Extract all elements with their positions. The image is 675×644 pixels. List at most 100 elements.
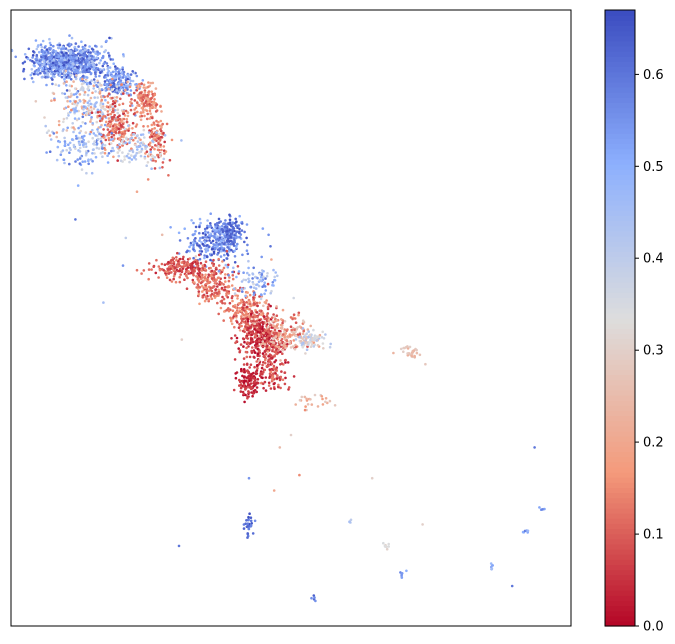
colorbar-band <box>605 261 635 268</box>
scatter-point <box>32 80 35 84</box>
scatter-point <box>99 59 102 62</box>
scatter-point <box>292 313 296 317</box>
scatter-point <box>138 104 141 107</box>
scatter-point <box>62 120 65 124</box>
scatter-point <box>70 36 74 40</box>
scatter-point <box>145 145 149 148</box>
scatter-point <box>237 326 241 330</box>
scatter-point <box>179 273 182 276</box>
scatter-point <box>301 345 305 349</box>
scatter-point <box>43 51 46 54</box>
scatter-point <box>232 388 236 392</box>
scatter-point <box>163 152 166 155</box>
scatter-point <box>188 257 192 260</box>
scatter-point <box>156 148 160 152</box>
scatter-point <box>81 115 85 119</box>
scatter-point <box>72 143 76 147</box>
scatter-point <box>83 93 86 96</box>
colorbar-band <box>605 518 635 524</box>
scatter-point <box>183 227 186 230</box>
scatter-point <box>40 50 44 53</box>
scatter-point <box>247 391 251 394</box>
scatter-point <box>77 117 81 120</box>
scatter-point <box>255 360 258 363</box>
scatter-point <box>151 92 154 96</box>
scatter-point <box>62 64 66 67</box>
scatter-point <box>40 55 43 59</box>
scatter-point <box>203 256 206 260</box>
colorbar-band <box>605 143 635 150</box>
scatter-point <box>23 60 27 64</box>
scatter-point <box>39 43 43 46</box>
scatter-point <box>224 227 227 231</box>
scatter-point <box>203 227 207 231</box>
colorbar-band <box>605 128 635 134</box>
scatter-point <box>247 518 250 522</box>
scatter-point <box>294 321 298 325</box>
scatter-point <box>167 174 170 177</box>
scatter-point <box>58 74 61 77</box>
scatter-point <box>109 142 113 145</box>
scatter-point <box>93 59 96 62</box>
scatter-point <box>251 272 255 276</box>
scatter-point <box>120 119 124 122</box>
scatter-point <box>44 124 47 128</box>
scatter-point <box>310 596 313 600</box>
scatter-point <box>219 249 223 253</box>
scatter-point <box>103 151 107 155</box>
scatter-point <box>194 237 197 240</box>
scatter-point <box>198 244 201 247</box>
scatter-point <box>94 105 97 108</box>
scatter-point <box>137 137 141 140</box>
scatter-point <box>244 294 247 298</box>
colorbar-band <box>605 251 635 257</box>
scatter-point <box>227 309 231 313</box>
scatter-point <box>68 89 71 92</box>
scatter-point <box>207 289 211 293</box>
scatter-point <box>85 55 89 58</box>
scatter-point <box>203 254 206 257</box>
colorbar-band <box>605 405 635 411</box>
scatter-point <box>48 67 52 70</box>
scatter-point <box>210 292 214 296</box>
scatter-point <box>160 233 164 237</box>
scatter-point <box>210 289 214 293</box>
scatter-point <box>204 295 208 299</box>
scatter-point <box>178 264 182 268</box>
scatter-point <box>61 45 65 49</box>
scatter-point <box>68 141 72 145</box>
scatter-point <box>272 364 276 368</box>
scatter-point <box>202 293 206 297</box>
scatter-point <box>307 343 310 346</box>
scatter-point <box>57 46 61 50</box>
scatter-point <box>130 104 134 107</box>
scatter-point <box>259 333 263 336</box>
scatter-point <box>145 117 149 121</box>
scatter-point <box>117 90 121 93</box>
scatter-point <box>238 329 242 332</box>
scatter-point <box>192 260 196 264</box>
scatter-point <box>126 114 130 118</box>
scatter-point <box>256 328 259 331</box>
scatter-point <box>206 276 210 279</box>
scatter-point <box>14 55 17 59</box>
scatter-point <box>412 349 416 352</box>
scatter-point <box>229 319 233 323</box>
scatter-point <box>252 282 255 286</box>
scatter-point <box>133 108 136 111</box>
scatter-point <box>230 322 234 326</box>
scatter-point <box>263 315 266 319</box>
scatter-point <box>111 117 114 120</box>
scatter-point <box>63 71 66 75</box>
scatter-point <box>242 392 246 396</box>
scatter-point <box>155 109 159 112</box>
scatter-point <box>290 333 294 337</box>
scatter-point <box>245 301 248 304</box>
scatter-point <box>251 532 255 535</box>
scatter-point <box>65 84 68 87</box>
scatter-point <box>298 333 302 336</box>
scatter-point <box>246 317 250 321</box>
scatter-point <box>91 159 94 163</box>
scatter-point <box>225 289 229 293</box>
scatter-point <box>269 387 273 390</box>
